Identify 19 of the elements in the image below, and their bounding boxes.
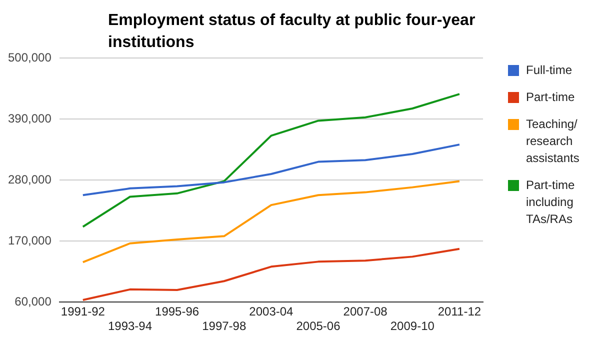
x-tick-label: 1995-96: [155, 304, 200, 319]
x-tick-label: 2011-12: [438, 304, 482, 319]
legend-label: Part-time: [526, 89, 575, 106]
y-tick-label: 390,000: [8, 111, 52, 126]
x-tick-label: 2009-10: [390, 319, 435, 334]
chart-title: Employment status of faculty at public four-year institutions: [108, 11, 476, 53]
y-tick-label: 170,000: [8, 233, 52, 248]
x-tick-label: 1991-92: [60, 304, 106, 319]
x-tick-label: 1997-98: [202, 319, 246, 334]
x-tick-label: 2005-06: [296, 319, 341, 334]
x-tick-label: 1993-94: [108, 319, 152, 334]
y-tick-label: 60,000: [14, 294, 52, 309]
y-tick-label: 500,000: [8, 50, 52, 64]
legend-label: Part-time including TAs/RAs: [526, 177, 576, 228]
legend-label: Teaching/ research assistants: [526, 116, 580, 167]
y-tick-label: 280,000: [8, 172, 52, 186]
legend-label: Full-time: [526, 62, 572, 79]
x-tick-label: 2003-04: [249, 304, 294, 319]
x-tick-label: 2007-08: [343, 304, 388, 319]
